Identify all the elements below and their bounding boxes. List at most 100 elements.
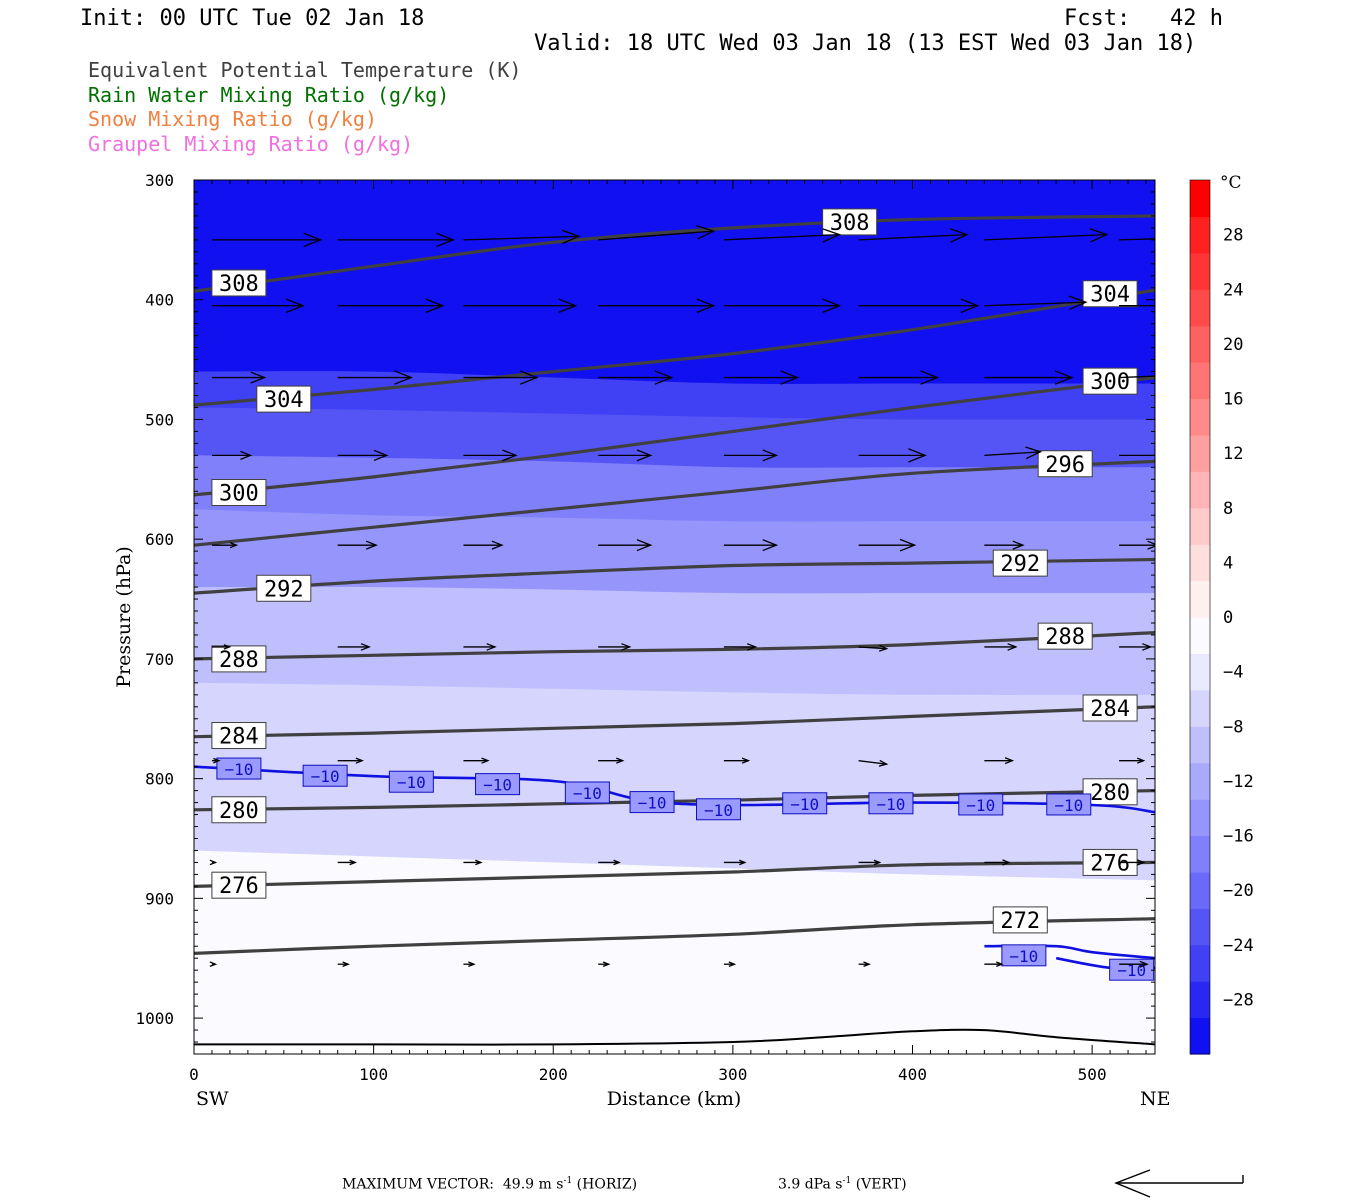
wind-vector-7-0 — [209, 859, 218, 866]
wind-vector-1-7 — [1119, 305, 1155, 307]
wind-vector-1-2 — [463, 298, 578, 313]
colorbar-label-4: 12 — [1223, 444, 1243, 464]
horiz-unit: m s — [538, 1176, 564, 1193]
wind-vector-5-6 — [984, 643, 1018, 651]
wind-vector-7-1 — [337, 859, 357, 866]
temp-label-box-0-2 — [388, 770, 434, 793]
theta-e-label-box-288-0 — [211, 645, 267, 673]
wind-vector-5-5 — [858, 644, 889, 652]
colorbar-label-5: 8 — [1223, 499, 1233, 519]
theta-e-label-box-288-1 — [1037, 622, 1093, 650]
y-tick-label-900: 900 — [145, 889, 174, 908]
wind-vector-1-1 — [337, 298, 445, 313]
theta-e-label-box-284-0 — [211, 722, 267, 750]
theta-e-line-296 — [194, 459, 1155, 547]
forecast-hour: Fcst: 42 h — [1064, 6, 1223, 31]
theta-e-label-box-304-1 — [1082, 280, 1138, 308]
y-tick-label-400: 400 — [145, 291, 174, 310]
theta-e-label-276-1: 276 — [1090, 851, 1130, 876]
colorbar-swatch-3 — [1190, 908, 1210, 946]
theta-e-label-288-1: 288 — [1045, 625, 1085, 650]
wind-vector-3-0 — [211, 450, 253, 460]
wind-vector-0-3 — [598, 225, 716, 241]
wind-vector-2-6 — [984, 370, 1074, 385]
temp-label-1-0: −10 — [1009, 947, 1038, 966]
temp-label-0-10: −10 — [1054, 796, 1083, 815]
colorbar-swatch-6 — [1190, 799, 1210, 837]
temp-label-box-0-0 — [216, 757, 262, 780]
terrain-fill — [194, 1029, 1155, 1054]
colorbar-swatch-4 — [1190, 871, 1210, 909]
colorbar-label-7: 0 — [1223, 608, 1233, 628]
init-time: Init: 00 UTC Tue 02 Jan 18 — [80, 6, 425, 31]
wind-vector-5-2 — [463, 643, 497, 651]
theta-e-line-276 — [194, 860, 1155, 888]
theta-e-label-276-0: 276 — [219, 874, 259, 899]
wind-vector-8-7 — [1119, 960, 1149, 968]
colorbar-label-8: −4 — [1223, 663, 1243, 683]
terrain — [194, 1028, 1155, 1054]
temp-label-box-1-0 — [1001, 944, 1047, 967]
x-tick-label-100: 100 — [359, 1065, 388, 1084]
theta-e-label-308-0: 308 — [219, 272, 259, 297]
max-vector-label: MAXIMUM VECTOR: — [342, 1176, 494, 1193]
theta-e-label-280-1: 280 — [1090, 781, 1130, 806]
theta-e-label-288-0: 288 — [219, 648, 259, 673]
temp-label-0-7: −10 — [790, 795, 819, 814]
colorbar-swatch-17 — [1190, 398, 1210, 436]
plot-frame — [193, 179, 1156, 1055]
x-right-end-label: NE — [1140, 1088, 1171, 1110]
wind-vector-6-1 — [337, 757, 364, 764]
colorbar-label-6: 4 — [1223, 553, 1233, 573]
temp-label-box-0-1 — [302, 764, 348, 787]
colorbar-swatch-5 — [1190, 835, 1210, 873]
theta-e-label-box-280-0 — [211, 796, 267, 824]
wind-vector-4-3 — [598, 539, 653, 552]
colorbar-swatch-13 — [1190, 544, 1210, 582]
wind-vector-3-3 — [598, 449, 653, 462]
legend-graupel: Graupel Mixing Ratio (g/kg) — [88, 132, 414, 156]
temp-band-below-to--28 — [194, 180, 1155, 384]
wind-vector-1-4 — [723, 298, 842, 313]
x-tick-label-400: 400 — [898, 1065, 927, 1084]
colorbar-swatch-21 — [1190, 252, 1210, 290]
x-tick-label-0: 0 — [189, 1065, 199, 1084]
theta-e-line-304 — [194, 288, 1155, 407]
temp-label-box-0-3 — [475, 773, 521, 796]
wind-vector-4-7 — [1119, 540, 1155, 550]
wind-vector-8-5 — [858, 961, 871, 968]
theta-e-label-box-280-1 — [1082, 778, 1138, 806]
theta-e-label-280-0: 280 — [219, 799, 259, 824]
reference-vector-arrow — [1114, 1169, 1244, 1198]
wind-vector-4-5 — [858, 538, 917, 552]
colorbar-swatch-0 — [1190, 1017, 1210, 1055]
colorbar-swatch-16 — [1190, 434, 1210, 472]
y-tick-label-300: 300 — [145, 171, 174, 190]
wind-vector-0-4 — [723, 228, 842, 243]
temp-label-box-0-9 — [958, 793, 1004, 816]
vert-vector-footer: 3.9 dPa s-1 (VERT) — [778, 1176, 907, 1193]
temperature-fill — [194, 180, 1155, 881]
wind-vector-8-6 — [984, 961, 1004, 968]
theta-e-label-272-0: 272 — [1000, 909, 1040, 934]
vert-unit: dPa s — [804, 1176, 843, 1193]
temp-label-box-0-7 — [782, 792, 828, 815]
wind-vector-2-3 — [598, 370, 674, 385]
wind-vector-8-0 — [209, 961, 218, 968]
colorbar-label-14: −28 — [1223, 990, 1254, 1010]
temperature-contours: −10 −10 −10 −10 −10 −10 −10 −10 −10 −10 −10 −10 −10 — [194, 757, 1155, 981]
wind-vector-6-4 — [723, 757, 751, 764]
temp-label-0-3: −10 — [483, 776, 512, 795]
horiz-tag: (HORIZ) — [576, 1176, 638, 1193]
vert-value: 3.9 — [778, 1176, 801, 1193]
theta-e-label-304-0: 304 — [264, 388, 304, 413]
temp-label-2-0: −10 — [1117, 961, 1146, 980]
wind-vector-2-2 — [463, 370, 539, 385]
x-tick-label-300: 300 — [718, 1065, 747, 1084]
theta-e-label-308-1: 308 — [830, 211, 870, 236]
wind-vector-8-3 — [598, 961, 611, 968]
wind-vector-4-6 — [984, 540, 1025, 550]
theta-e-label-300-1: 300 — [1090, 370, 1130, 395]
legend-theta-e: Equivalent Potential Temperature (K) — [88, 58, 522, 82]
